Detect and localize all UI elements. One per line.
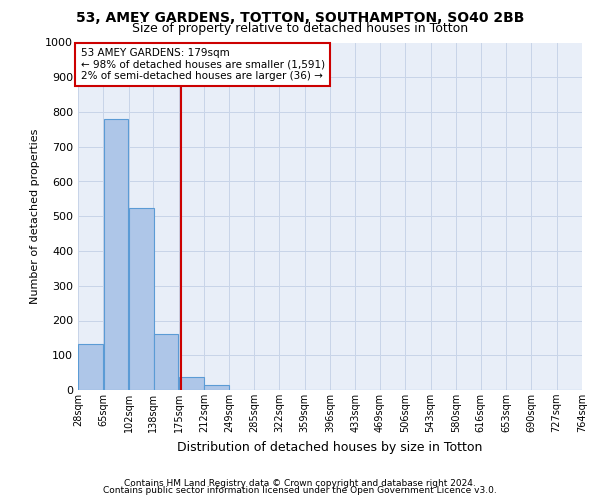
Bar	[154, 334, 178, 390]
Text: Contains HM Land Registry data © Crown copyright and database right 2024.: Contains HM Land Registry data © Crown c…	[124, 478, 476, 488]
Text: 53, AMEY GARDENS, TOTTON, SOUTHAMPTON, SO40 2BB: 53, AMEY GARDENS, TOTTON, SOUTHAMPTON, S…	[76, 11, 524, 25]
Text: 53 AMEY GARDENS: 179sqm
← 98% of detached houses are smaller (1,591)
2% of semi-: 53 AMEY GARDENS: 179sqm ← 98% of detache…	[80, 48, 325, 81]
Bar	[129, 208, 154, 390]
Bar	[205, 385, 229, 390]
Bar	[179, 377, 203, 390]
X-axis label: Distribution of detached houses by size in Totton: Distribution of detached houses by size …	[178, 440, 482, 454]
Text: Size of property relative to detached houses in Totton: Size of property relative to detached ho…	[132, 22, 468, 35]
Text: Contains public sector information licensed under the Open Government Licence v3: Contains public sector information licen…	[103, 486, 497, 495]
Bar	[104, 120, 128, 390]
Y-axis label: Number of detached properties: Number of detached properties	[29, 128, 40, 304]
Bar	[79, 344, 103, 390]
